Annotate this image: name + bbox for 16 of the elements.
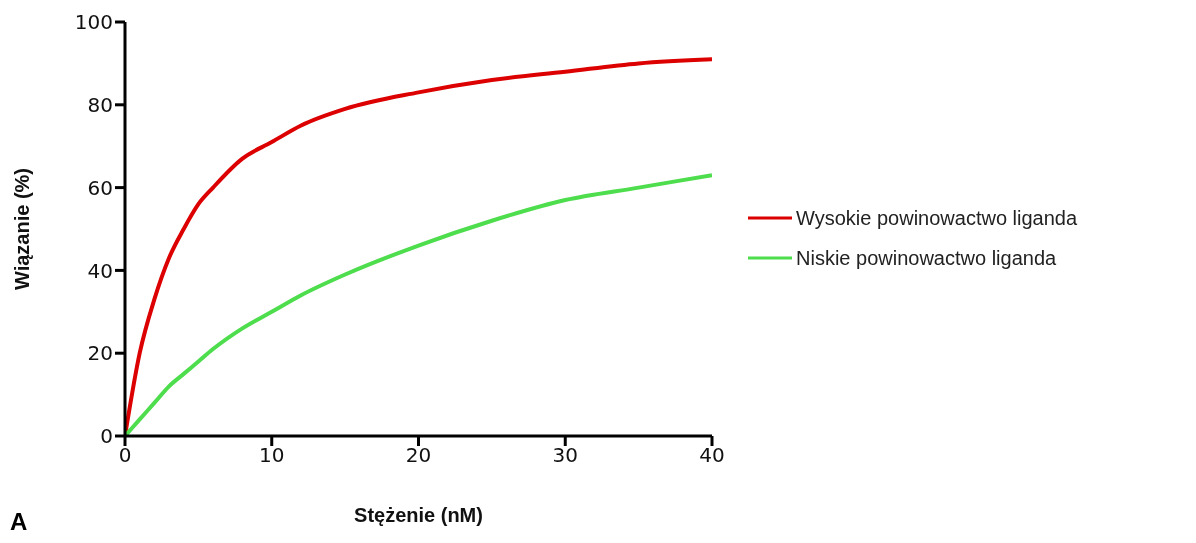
y-tick-label: 100 bbox=[74, 10, 113, 35]
x-tick-label: 30 bbox=[552, 443, 578, 468]
x-tick-label: 20 bbox=[405, 443, 432, 468]
y-tick-label: 20 bbox=[87, 341, 113, 366]
y-axis-title: Wiązanie (%) bbox=[11, 167, 34, 291]
y-tick-label: 60 bbox=[87, 175, 113, 200]
legend-label: Wysokie powinowactwo liganda bbox=[796, 206, 1078, 230]
text: A bbox=[10, 508, 28, 536]
x-tick-label: 0 bbox=[118, 443, 132, 468]
x-tick-label: 10 bbox=[259, 443, 285, 468]
y-tick-label: 80 bbox=[87, 92, 113, 117]
x-tick-label: 40 bbox=[699, 443, 725, 468]
y-tick-label: 0 bbox=[100, 424, 113, 449]
y-tick-label: 40 bbox=[87, 258, 113, 283]
x-axis-title: Stężenie (nM) bbox=[354, 504, 483, 527]
legend-label: Niskie powinowactwo liganda bbox=[796, 246, 1057, 270]
